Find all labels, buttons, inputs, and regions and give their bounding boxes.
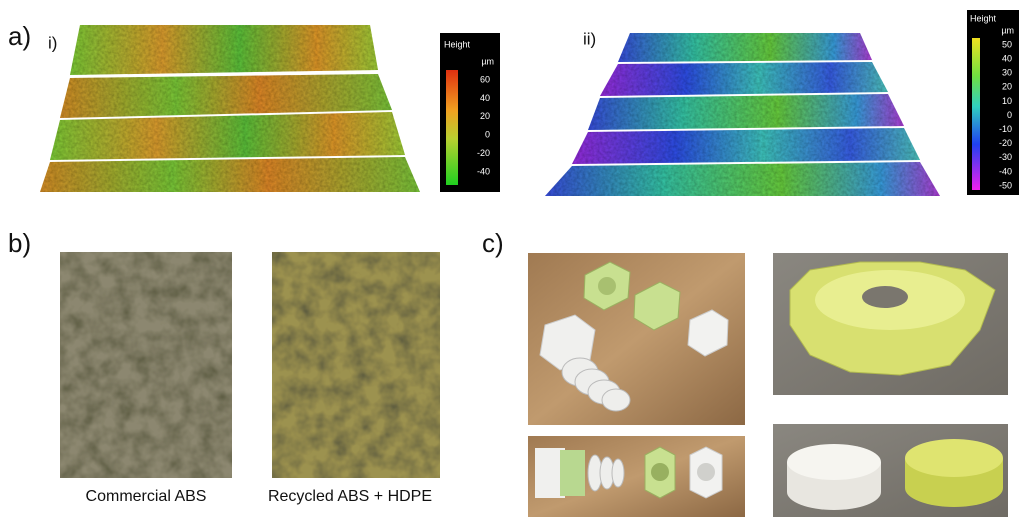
colorbar-tick-label: 20	[1002, 82, 1012, 92]
panel-label: a)	[8, 21, 31, 51]
colorbar: Height µm 50 40 30 20 10 0 -10 -20 -30 -40 -50	[967, 10, 1019, 195]
colorbar-tick-label: 40	[480, 93, 490, 103]
surface-map	[40, 25, 420, 192]
figure: a) i) Height µm 60 40 20 0 -20 -40 ii) Height…	[0, 0, 1021, 519]
colorbar-tick-label: 10	[1002, 96, 1012, 106]
photo	[528, 253, 745, 425]
colorbar-tick-label: -10	[999, 124, 1012, 134]
colorbar-tick-label: 40	[1002, 53, 1012, 63]
colorbar-tick-label: 50	[1002, 39, 1012, 49]
colorbar: Height µm 60 40 20 0 -20 -40	[440, 33, 500, 192]
colorbar-tick-label: 30	[1002, 68, 1012, 78]
subpanel-label: ii)	[583, 29, 596, 48]
subpanel-label: i)	[48, 33, 57, 52]
photo	[528, 436, 745, 517]
colorbar-tick-label: -40	[999, 166, 1012, 176]
colorbar-tick-label: 20	[480, 111, 490, 121]
photo	[773, 424, 1008, 517]
colorbar-tick-label: 60	[480, 74, 490, 84]
colorbar-tick-label: 0	[485, 130, 490, 140]
micrograph	[60, 252, 232, 478]
colorbar-unit: µm	[1001, 25, 1014, 35]
panel-label: b)	[8, 228, 31, 258]
photo	[773, 253, 1008, 395]
colorbar-tick-label: 0	[1007, 110, 1012, 120]
micrograph	[272, 252, 440, 478]
caption: Commercial ABS	[86, 488, 207, 505]
colorbar-tick-label: -20	[477, 148, 490, 158]
panel-label: c)	[482, 228, 504, 258]
colorbar-unit: µm	[481, 56, 494, 66]
colorbar-title: Height	[970, 13, 997, 23]
surface-map	[545, 33, 940, 196]
colorbar-title: Height	[444, 39, 471, 49]
colorbar-tick-label: -40	[477, 166, 490, 176]
colorbar-tick-label: -20	[999, 138, 1012, 148]
colorbar-tick-label: -50	[999, 180, 1012, 190]
caption: Recycled ABS + HDPE	[268, 488, 432, 505]
colorbar-tick-label: -30	[999, 152, 1012, 162]
